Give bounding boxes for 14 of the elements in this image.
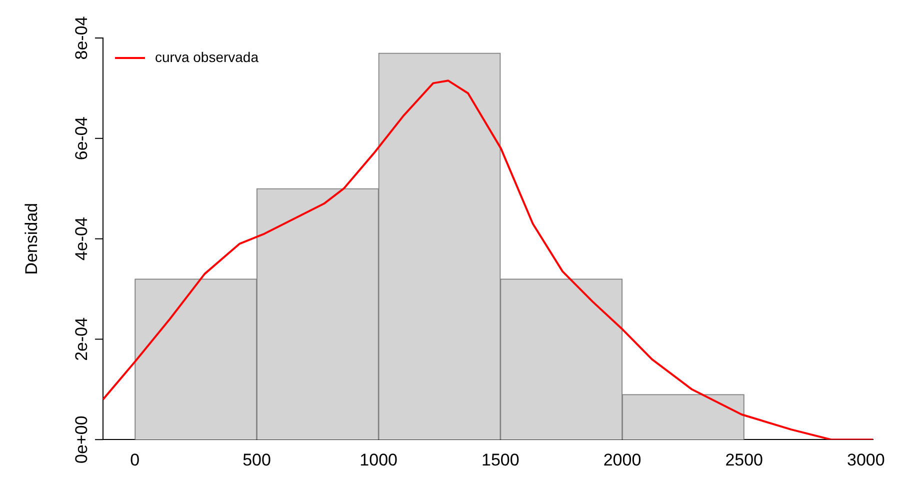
y-tick-label: 6e-04: [72, 116, 92, 160]
legend-label: curva observada: [155, 48, 259, 65]
y-tick-label: 8e-04: [72, 16, 92, 60]
y-tick-label: 4e-04: [72, 217, 92, 261]
x-tick-label: 1000: [360, 450, 398, 470]
x-tick-label: 2000: [603, 450, 642, 470]
y-tick-label: 0e+00: [72, 416, 92, 464]
x-tick-label: 0: [130, 450, 140, 470]
x-tick-label: 500: [242, 450, 271, 470]
x-tick-label: 1500: [482, 450, 520, 470]
x-tick-label: 2500: [725, 450, 764, 470]
x-tick-label: 3000: [847, 450, 885, 470]
y-axis-title: Densidad: [22, 202, 41, 275]
y-tick-label: 2e-04: [72, 317, 92, 361]
